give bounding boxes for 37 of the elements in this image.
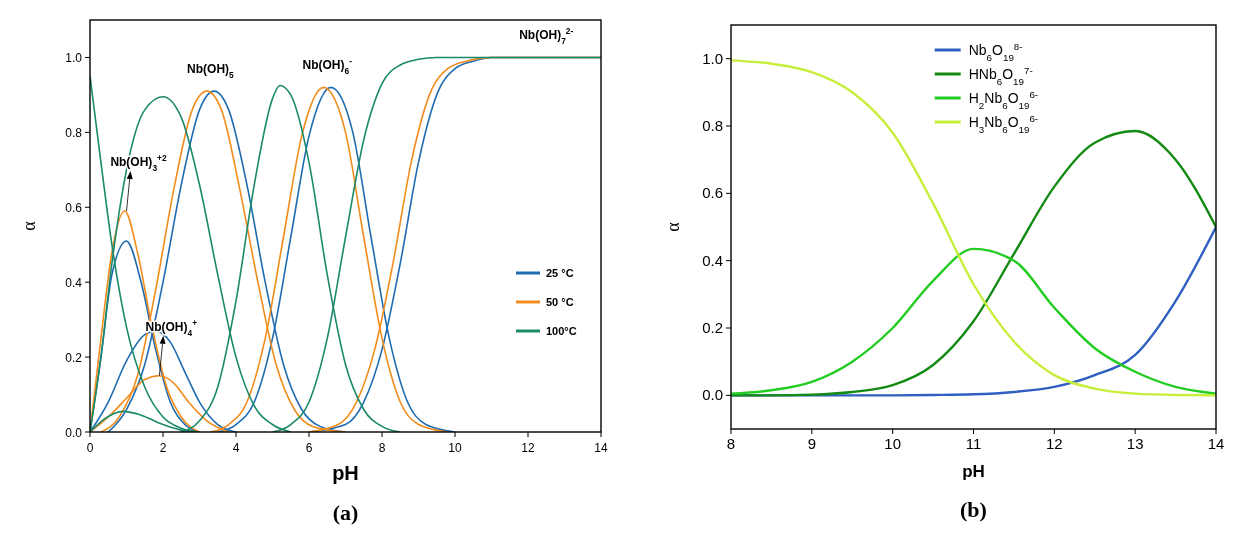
y-tick-label: 0.2 [702, 319, 723, 336]
y-tick-label: 0.6 [65, 201, 83, 216]
y-tick-label: 0.8 [65, 126, 83, 141]
text: (a) [332, 500, 359, 525]
y-tick-label: 0.4 [702, 251, 723, 269]
x-tick-label: 8 [378, 441, 386, 455]
x-tick-label: 12 [521, 441, 535, 455]
text: (b) [960, 497, 987, 522]
y-axis-title: α [19, 220, 39, 231]
x-axis-title: pH [332, 462, 359, 484]
x-tick-label: 11 [965, 435, 982, 452]
x-axis-title: pH [962, 462, 985, 481]
y-tick-label: 1.0 [702, 49, 723, 67]
legend-label: 25 °C [546, 267, 574, 279]
x-tick-label: 4 [232, 441, 240, 455]
x-tick-label: 2 [159, 441, 167, 455]
y-tick-label: 0.6 [702, 184, 723, 202]
x-tick-label: 13 [1126, 435, 1144, 452]
y-tick-label: 1.0 [65, 51, 83, 66]
x-tick-label: 10 [448, 441, 462, 455]
annotation: Nb(OH)$_{5}$ [187, 62, 235, 81]
y-tick-label: 0.8 [702, 117, 723, 134]
y-tick-label: 0.4 [65, 276, 83, 291]
y-axis-title: α [663, 221, 683, 232]
y-tick-label: 0.2 [65, 351, 83, 366]
y-tick-label: 0.0 [65, 426, 83, 440]
x-tick-label: 14 [594, 441, 608, 455]
y-tick-label: 0.0 [702, 386, 723, 404]
x-tick-label: 14 [1207, 435, 1225, 452]
legend-label: 50 °C [546, 296, 574, 308]
x-tick-label: 6 [305, 441, 313, 455]
x-tick-label: 10 [884, 435, 902, 452]
x-tick-label: 8 [726, 435, 736, 452]
x-tick-label: 12 [1045, 435, 1063, 452]
x-tick-label: 9 [807, 435, 817, 452]
legend-label: 100°C [546, 325, 577, 337]
x-tick-label: 0 [86, 441, 94, 455]
